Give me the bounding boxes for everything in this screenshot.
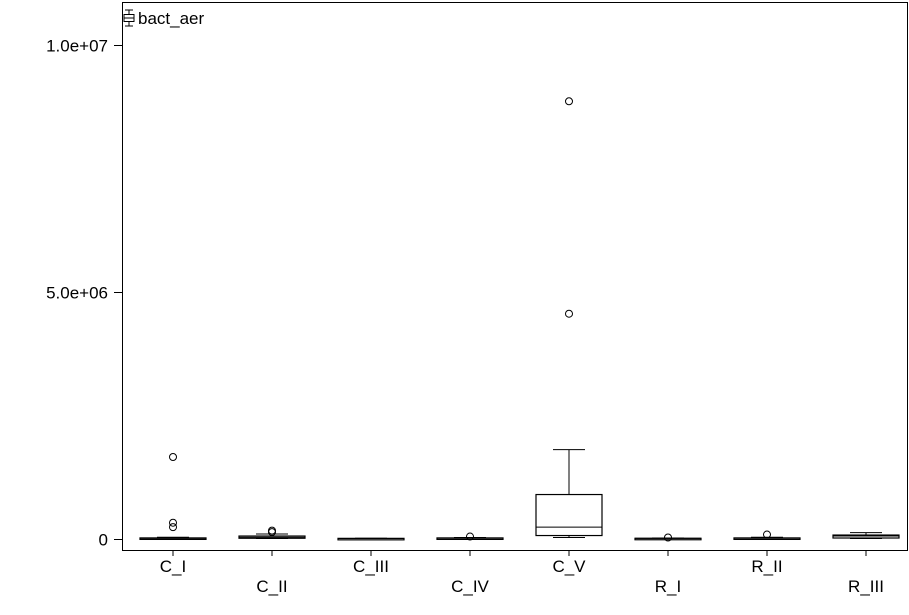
x-tick-label: C_V xyxy=(552,557,586,576)
outlier-point[interactable] xyxy=(664,533,672,542)
x-tick-label: C_II xyxy=(256,577,287,596)
y-tick-label: 5.0e+06 xyxy=(46,284,108,303)
y-tick-label: 0 xyxy=(99,531,108,550)
plot-border xyxy=(122,2,908,551)
outlier-point[interactable] xyxy=(169,452,177,461)
y-tick-label: 1.0e+07 xyxy=(46,37,108,56)
x-tick-label: C_IV xyxy=(451,577,489,596)
box-C_V[interactable] xyxy=(535,493,603,537)
outlier-point[interactable] xyxy=(565,309,573,318)
outlier-point[interactable] xyxy=(763,530,771,539)
outlier-point[interactable] xyxy=(268,526,276,535)
x-tick-label: R_II xyxy=(751,557,782,576)
outlier-point[interactable] xyxy=(466,532,474,541)
x-tick-label: R_I xyxy=(655,577,681,596)
x-tick-label: C_III xyxy=(353,557,389,576)
legend-label: bact_aer xyxy=(138,9,204,28)
outlier-point[interactable] xyxy=(169,518,177,527)
outlier-point[interactable] xyxy=(565,97,573,106)
x-tick-label: C_I xyxy=(160,557,186,576)
x-tick-label: R_III xyxy=(848,577,884,596)
outlier-point[interactable] xyxy=(169,523,177,532)
